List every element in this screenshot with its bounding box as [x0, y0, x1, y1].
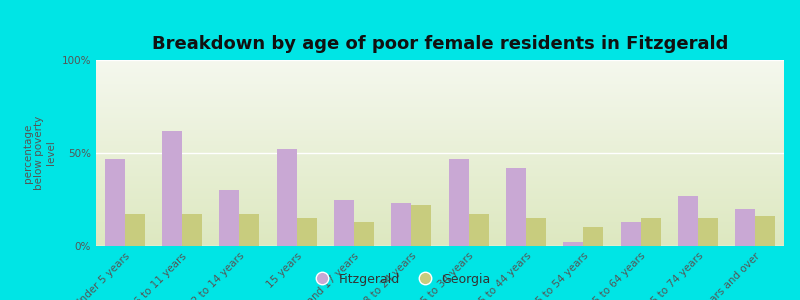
- Bar: [239, 214, 259, 246]
- Bar: [334, 200, 354, 246]
- Bar: [469, 214, 489, 246]
- Bar: [277, 149, 297, 246]
- Title: Breakdown by age of poor female residents in Fitzgerald: Breakdown by age of poor female resident…: [152, 35, 728, 53]
- Bar: [698, 218, 718, 246]
- Bar: [391, 203, 411, 246]
- Bar: [182, 214, 202, 246]
- Bar: [641, 218, 661, 246]
- Bar: [105, 159, 125, 246]
- Bar: [125, 214, 145, 246]
- Bar: [583, 227, 603, 246]
- Bar: [219, 190, 239, 246]
- Bar: [297, 218, 317, 246]
- Bar: [162, 131, 182, 246]
- Legend: Fitzgerald, Georgia: Fitzgerald, Georgia: [305, 268, 495, 291]
- Bar: [411, 205, 431, 246]
- Bar: [621, 222, 641, 246]
- Y-axis label: percentage
below poverty
level: percentage below poverty level: [23, 116, 56, 190]
- Bar: [678, 196, 698, 246]
- Bar: [449, 159, 469, 246]
- Bar: [354, 222, 374, 246]
- Bar: [526, 218, 546, 246]
- Bar: [755, 216, 775, 246]
- Bar: [735, 209, 755, 246]
- Bar: [506, 168, 526, 246]
- Bar: [563, 242, 583, 246]
